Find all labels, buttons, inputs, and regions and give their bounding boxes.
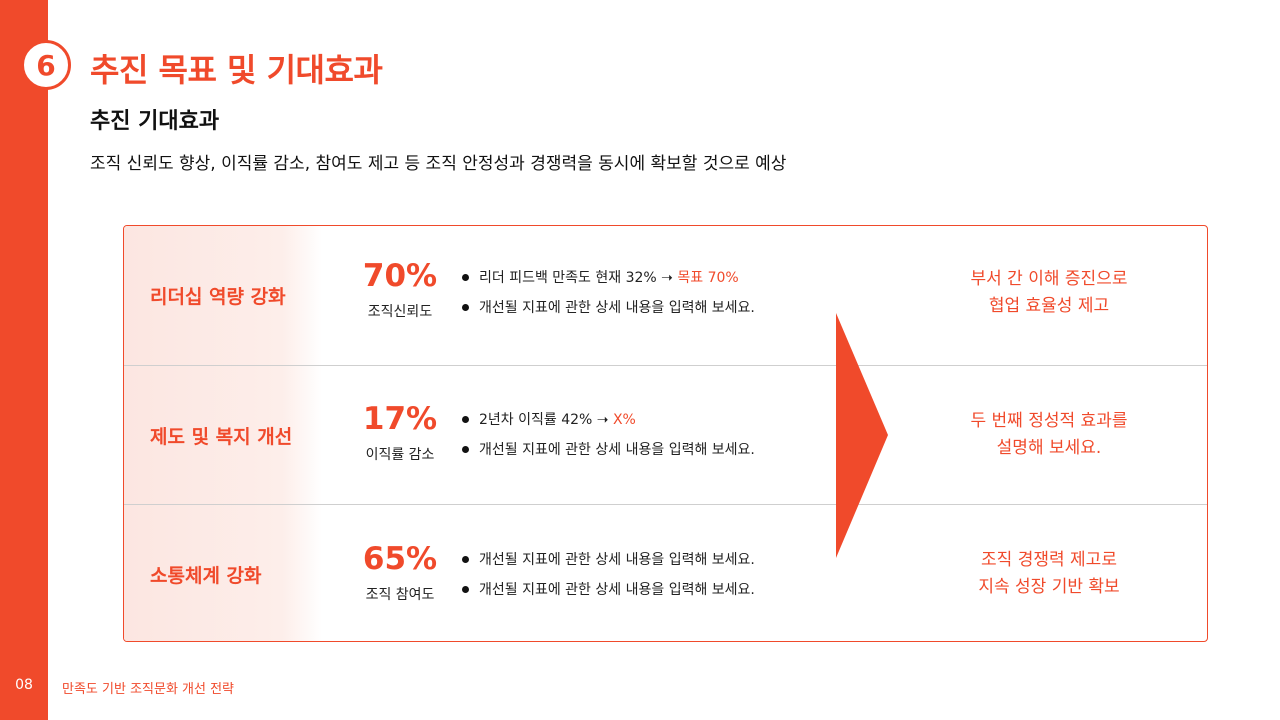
bullet-list: 개선될 지표에 관한 상세 내용을 입력해 보세요. 개선될 지표에 관한 상세… [462,545,755,605]
chevron-right-arrow-icon [836,313,888,558]
metric-value: 70% [362,258,438,294]
bullet-text: 개선될 지표에 관한 상세 내용을 입력해 보세요. [479,300,755,316]
effect-line: 협업 효율성 제고 [988,296,1110,316]
bullet-item: 개선될 지표에 관한 상세 내용을 입력해 보세요. [462,545,755,575]
effect-line: 설명해 보세요. [996,438,1102,458]
effect-text: 부서 간 이해 증진으로 협업 효율성 제고 [904,266,1194,320]
row-label: 소통체계 강화 [124,505,322,641]
bullet-text: 2년차 이직률 42% ➝ [479,412,613,428]
summary-text: 조직 신뢰도 향상, 이직률 감소, 참여도 제고 등 조직 안정성과 경쟁력을… [90,154,787,174]
bullet-text: 개선될 지표에 관한 상세 내용을 입력해 보세요. [479,442,755,458]
footer-doc-title: 만족도 기반 조직문화 개선 전략 [62,682,235,697]
effects-panel: 리더십 역량 강화 70% 조직신뢰도 리더 피드백 만족도 현재 32% ➝ … [123,225,1208,642]
effect-text: 조직 경쟁력 제고로 지속 성장 기반 확보 [904,547,1194,601]
bullet-highlight: 목표 70% [677,270,739,286]
effect-line: 부서 간 이해 증진으로 [970,269,1128,289]
metric-block: 70% 조직신뢰도 [352,259,448,321]
bullet-item: 리더 피드백 만족도 현재 32% ➝ 목표 70% [462,263,755,293]
section-number-badge: 6 [21,40,71,90]
bullet-item: 개선될 지표에 관한 상세 내용을 입력해 보세요. [462,575,755,605]
page-title: 추진 목표 및 기대효과 [90,51,383,89]
bullet-list: 2년차 이직률 42% ➝ X% 개선될 지표에 관한 상세 내용을 입력해 보… [462,405,755,465]
row-label: 리더십 역량 강화 [124,226,322,365]
bullet-item: 개선될 지표에 관한 상세 내용을 입력해 보세요. [462,293,755,323]
bullet-text: 개선될 지표에 관한 상세 내용을 입력해 보세요. [479,582,755,598]
metric-block: 65% 조직 참여도 [352,542,448,604]
bullet-text: 개선될 지표에 관한 상세 내용을 입력해 보세요. [479,552,755,568]
side-accent-bar [0,0,48,720]
effect-line: 두 번째 정성적 효과를 [970,411,1128,431]
bullet-item: 2년차 이직률 42% ➝ X% [462,405,755,435]
metric-value: 65% [362,541,438,577]
effect-row-communication: 소통체계 강화 65% 조직 참여도 개선될 지표에 관한 상세 내용을 입력해… [124,504,1207,641]
section-subtitle: 추진 기대효과 [90,109,220,134]
page-number: 08 [15,677,33,693]
bullet-highlight: X% [612,412,636,428]
metric-value: 17% [362,401,438,437]
metric-caption: 조직 참여도 [365,587,435,604]
effect-text: 두 번째 정성적 효과를 설명해 보세요. [904,408,1194,462]
effect-line: 지속 성장 기반 확보 [978,577,1120,597]
bullet-item: 개선될 지표에 관한 상세 내용을 입력해 보세요. [462,435,755,465]
bullet-text: 리더 피드백 만족도 현재 32% ➝ [479,270,678,286]
effect-line: 조직 경쟁력 제고로 [981,550,1117,570]
metric-caption: 조직신뢰도 [367,304,433,321]
metric-block: 17% 이직률 감소 [352,402,448,464]
metric-caption: 이직률 감소 [365,447,435,464]
bullet-list: 리더 피드백 만족도 현재 32% ➝ 목표 70% 개선될 지표에 관한 상세… [462,263,755,323]
effect-row-welfare: 제도 및 복지 개선 17% 이직률 감소 2년차 이직률 42% ➝ X% 개… [124,365,1207,505]
effect-row-leadership: 리더십 역량 강화 70% 조직신뢰도 리더 피드백 만족도 현재 32% ➝ … [124,226,1207,365]
row-label: 제도 및 복지 개선 [124,366,322,505]
section-number: 6 [36,48,56,82]
